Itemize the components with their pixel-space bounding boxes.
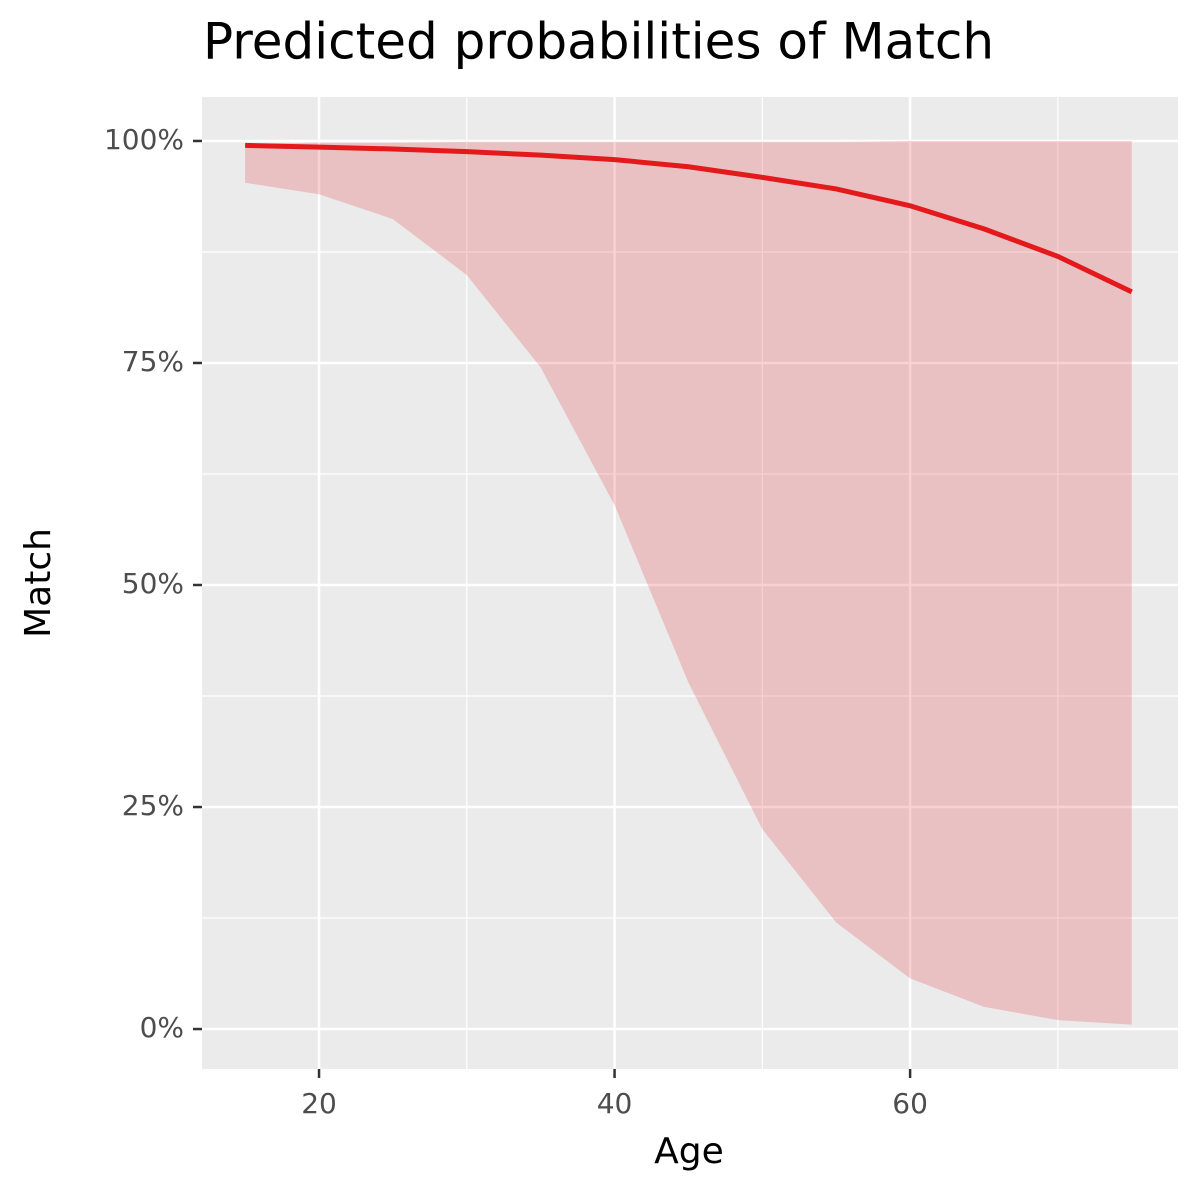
- x-axis-title: Age: [654, 1131, 724, 1172]
- confidence-band: [245, 140, 1132, 1025]
- line: [245, 142, 1133, 295]
- panel: [202, 97, 1178, 1069]
- chart-title: Predicted probabilities of Match: [203, 13, 994, 71]
- x-tick-label: 20: [301, 1087, 337, 1120]
- y-tick-label: 75%: [122, 345, 184, 378]
- x-tick-label: 40: [597, 1087, 633, 1120]
- y-tick-label: 50%: [122, 567, 184, 600]
- x-tick-label: 60: [892, 1087, 928, 1120]
- y-axis-title: Match: [18, 528, 59, 638]
- y-tick-label: 0%: [140, 1011, 184, 1044]
- y-tick-label: 25%: [122, 789, 184, 822]
- y-tick-label: 100%: [104, 123, 184, 156]
